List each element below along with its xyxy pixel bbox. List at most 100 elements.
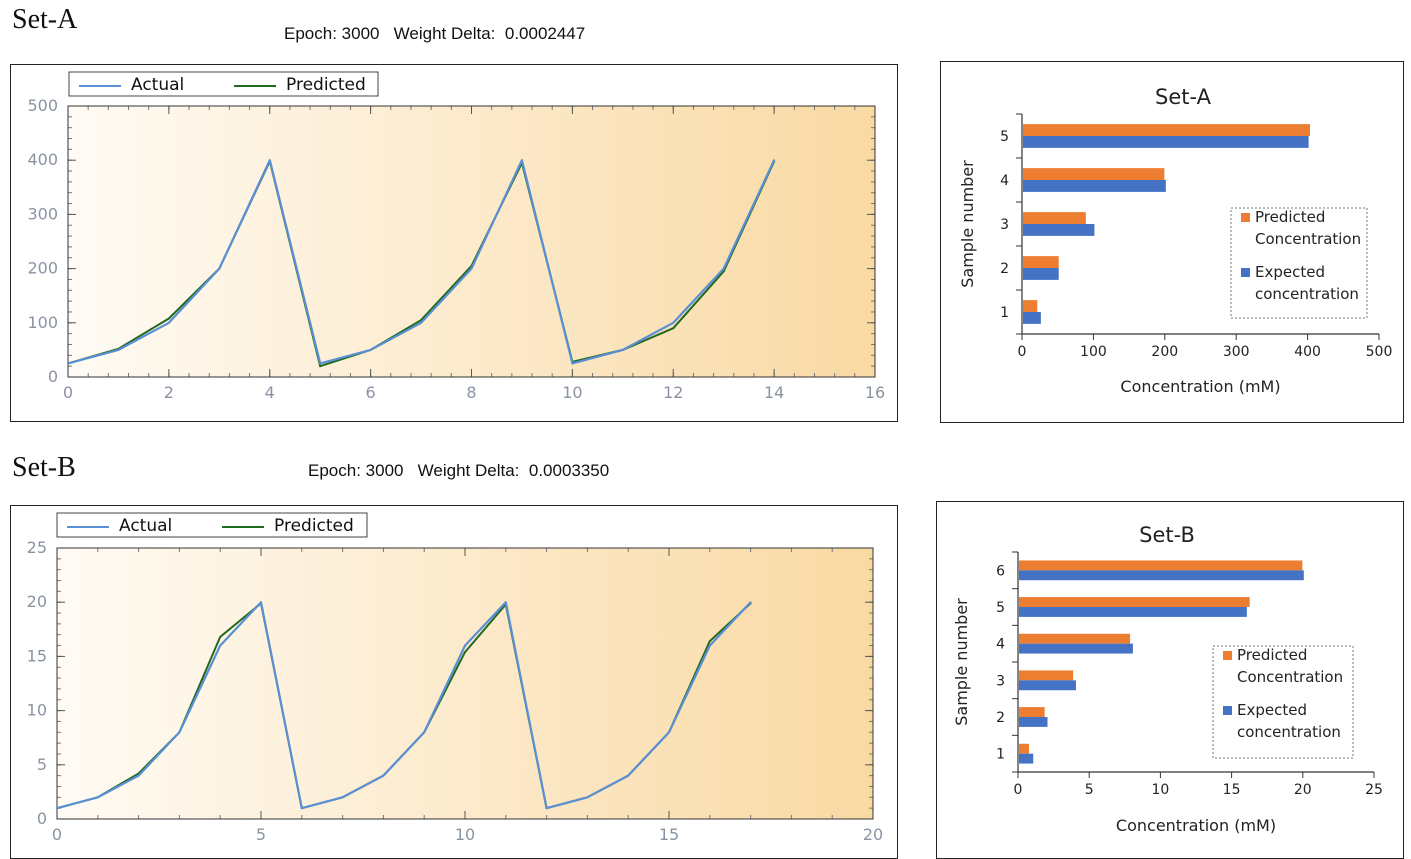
weight-delta-label: Weight Delta:	[393, 24, 496, 43]
data-point-actual	[571, 362, 574, 365]
data-point-actual	[137, 774, 140, 777]
legend-label-predicted: Concentration	[1255, 230, 1361, 248]
weight-delta-value: 0.0002447	[504, 24, 586, 43]
data-point-actual	[504, 601, 507, 604]
data-point-actual	[67, 362, 69, 365]
y-tick-label: 3	[1000, 217, 1009, 233]
legend-label-predicted: Predicted	[1255, 208, 1325, 226]
line-chart-a-panel: 0 2 4 6 8 10 12 14 16 0 100 200 300 400 500 Actual Predi…	[10, 64, 898, 422]
data-point-actual	[219, 644, 222, 647]
data-point-predicted	[464, 651, 466, 654]
x-tick-label: 2	[164, 383, 174, 402]
y-tick-label: 400	[27, 150, 58, 169]
x-tick-label: 5	[256, 825, 266, 844]
bar-expected	[1023, 312, 1041, 324]
data-point-predicted	[722, 270, 725, 273]
data-point-actual	[423, 731, 426, 734]
data-point-actual	[319, 362, 322, 365]
x-tick-label: 20	[1294, 782, 1312, 798]
bar-expected	[1019, 717, 1048, 727]
x-axis-label: Concentration (mM)	[1120, 377, 1280, 396]
y-tick-label: 20	[27, 592, 47, 611]
bar-predicted	[1023, 256, 1059, 268]
weight-delta-value: 0.0003350	[528, 461, 610, 480]
x-tick-label: 0	[1014, 782, 1023, 798]
data-point-actual	[369, 348, 372, 351]
bar-chart-title: Set-B	[1139, 523, 1195, 547]
legend-label-expected: concentration	[1237, 723, 1341, 741]
y-tick-label: 5	[996, 600, 1005, 616]
data-point-actual	[708, 644, 711, 647]
data-point-predicted	[167, 317, 170, 320]
data-point-actual	[341, 796, 344, 799]
bar-chart-a-panel: Set-A 0 100 200 300 400 500 1 2 3 4 5 Concentration …	[940, 61, 1404, 423]
y-tick-label: 0	[48, 367, 58, 386]
x-tick-label: 10	[455, 825, 475, 844]
x-tick-label: 15	[659, 825, 679, 844]
line-chart-a: 0 2 4 6 8 10 12 14 16 0 100 200 300 400 500 Actual Predi…	[27, 71, 885, 402]
bar-chart-title: Set-A	[1155, 85, 1212, 109]
y-tick-label: 5	[1000, 129, 1009, 145]
x-tick-label: 12	[663, 383, 683, 402]
y-tick-label: 0	[37, 809, 47, 828]
x-tick-label: 10	[1151, 782, 1169, 798]
x-tick-label: 0	[52, 825, 62, 844]
data-point-actual	[268, 159, 271, 162]
legend-box	[56, 512, 368, 538]
bar-expected	[1023, 136, 1309, 148]
bar-expected	[1023, 180, 1166, 192]
data-point-actual	[749, 601, 752, 604]
data-point-actual	[218, 267, 221, 270]
data-point-actual	[260, 601, 262, 604]
y-tick-label: 2	[996, 710, 1005, 726]
bar-expected	[1019, 753, 1034, 764]
legend-label-predicted: Predicted	[274, 516, 354, 536]
plot-area	[68, 106, 875, 377]
legend-label-expected: Expected	[1255, 263, 1325, 281]
data-point-actual	[464, 644, 466, 647]
y-tick-label: 15	[27, 646, 47, 665]
line-chart-b: 0 5 10 15 20 0 5 10 15 20 25 Actual Predicted	[27, 512, 883, 844]
weight-delta-label: Weight Delta:	[417, 461, 520, 480]
y-tick-label: 300	[27, 204, 58, 223]
x-tick-label: 0	[63, 383, 73, 402]
y-axis-label: Sample number	[952, 598, 971, 726]
x-tick-label: 200	[1151, 344, 1178, 360]
data-point-actual	[56, 807, 58, 810]
x-tick-label: 20	[863, 825, 883, 844]
x-tick-label: 8	[466, 383, 476, 402]
bar-chart-b: Set-B 0 5 10 15 20 25 1 2 3 4 5 6 Concentration (mM) S…	[952, 523, 1383, 835]
bar-predicted	[1019, 707, 1045, 717]
data-point-predicted	[219, 635, 222, 638]
y-tick-label: 3	[996, 673, 1005, 689]
section-a-epoch-line: Epoch: 3000 Weight Delta: 0.0002447	[284, 24, 585, 44]
y-tick-label: 1	[1000, 305, 1009, 321]
data-point-predicted	[319, 365, 322, 368]
legend-label-predicted: Predicted	[1237, 646, 1307, 664]
data-point-predicted	[420, 319, 423, 322]
plot-frame	[67, 105, 876, 378]
x-tick-label: 25	[1365, 782, 1383, 798]
y-tick-label: 25	[27, 538, 47, 557]
y-tick-label: 4	[1000, 173, 1009, 189]
epoch-value: 3000	[341, 24, 380, 43]
series-line-actual	[56, 601, 752, 810]
bar-predicted	[1023, 212, 1086, 224]
epoch-value: 3000	[365, 461, 404, 480]
data-point-actual	[586, 796, 589, 799]
data-point-actual	[545, 807, 548, 810]
legend-label-predicted: Predicted	[286, 75, 366, 95]
legend-label-predicted: Concentration	[1237, 668, 1343, 686]
data-point-actual	[420, 321, 423, 324]
x-tick-label: 300	[1223, 344, 1250, 360]
data-point-actual	[668, 731, 670, 734]
epoch-label: Epoch:	[308, 461, 361, 480]
data-point-predicted	[672, 327, 675, 330]
data-point-actual	[470, 267, 473, 270]
bar-predicted	[1019, 597, 1250, 607]
x-tick-label: 16	[865, 383, 885, 402]
bar-expected	[1023, 224, 1095, 236]
x-tick-label: 4	[265, 383, 275, 402]
bar-expected	[1019, 643, 1133, 654]
bar-predicted	[1023, 124, 1311, 136]
